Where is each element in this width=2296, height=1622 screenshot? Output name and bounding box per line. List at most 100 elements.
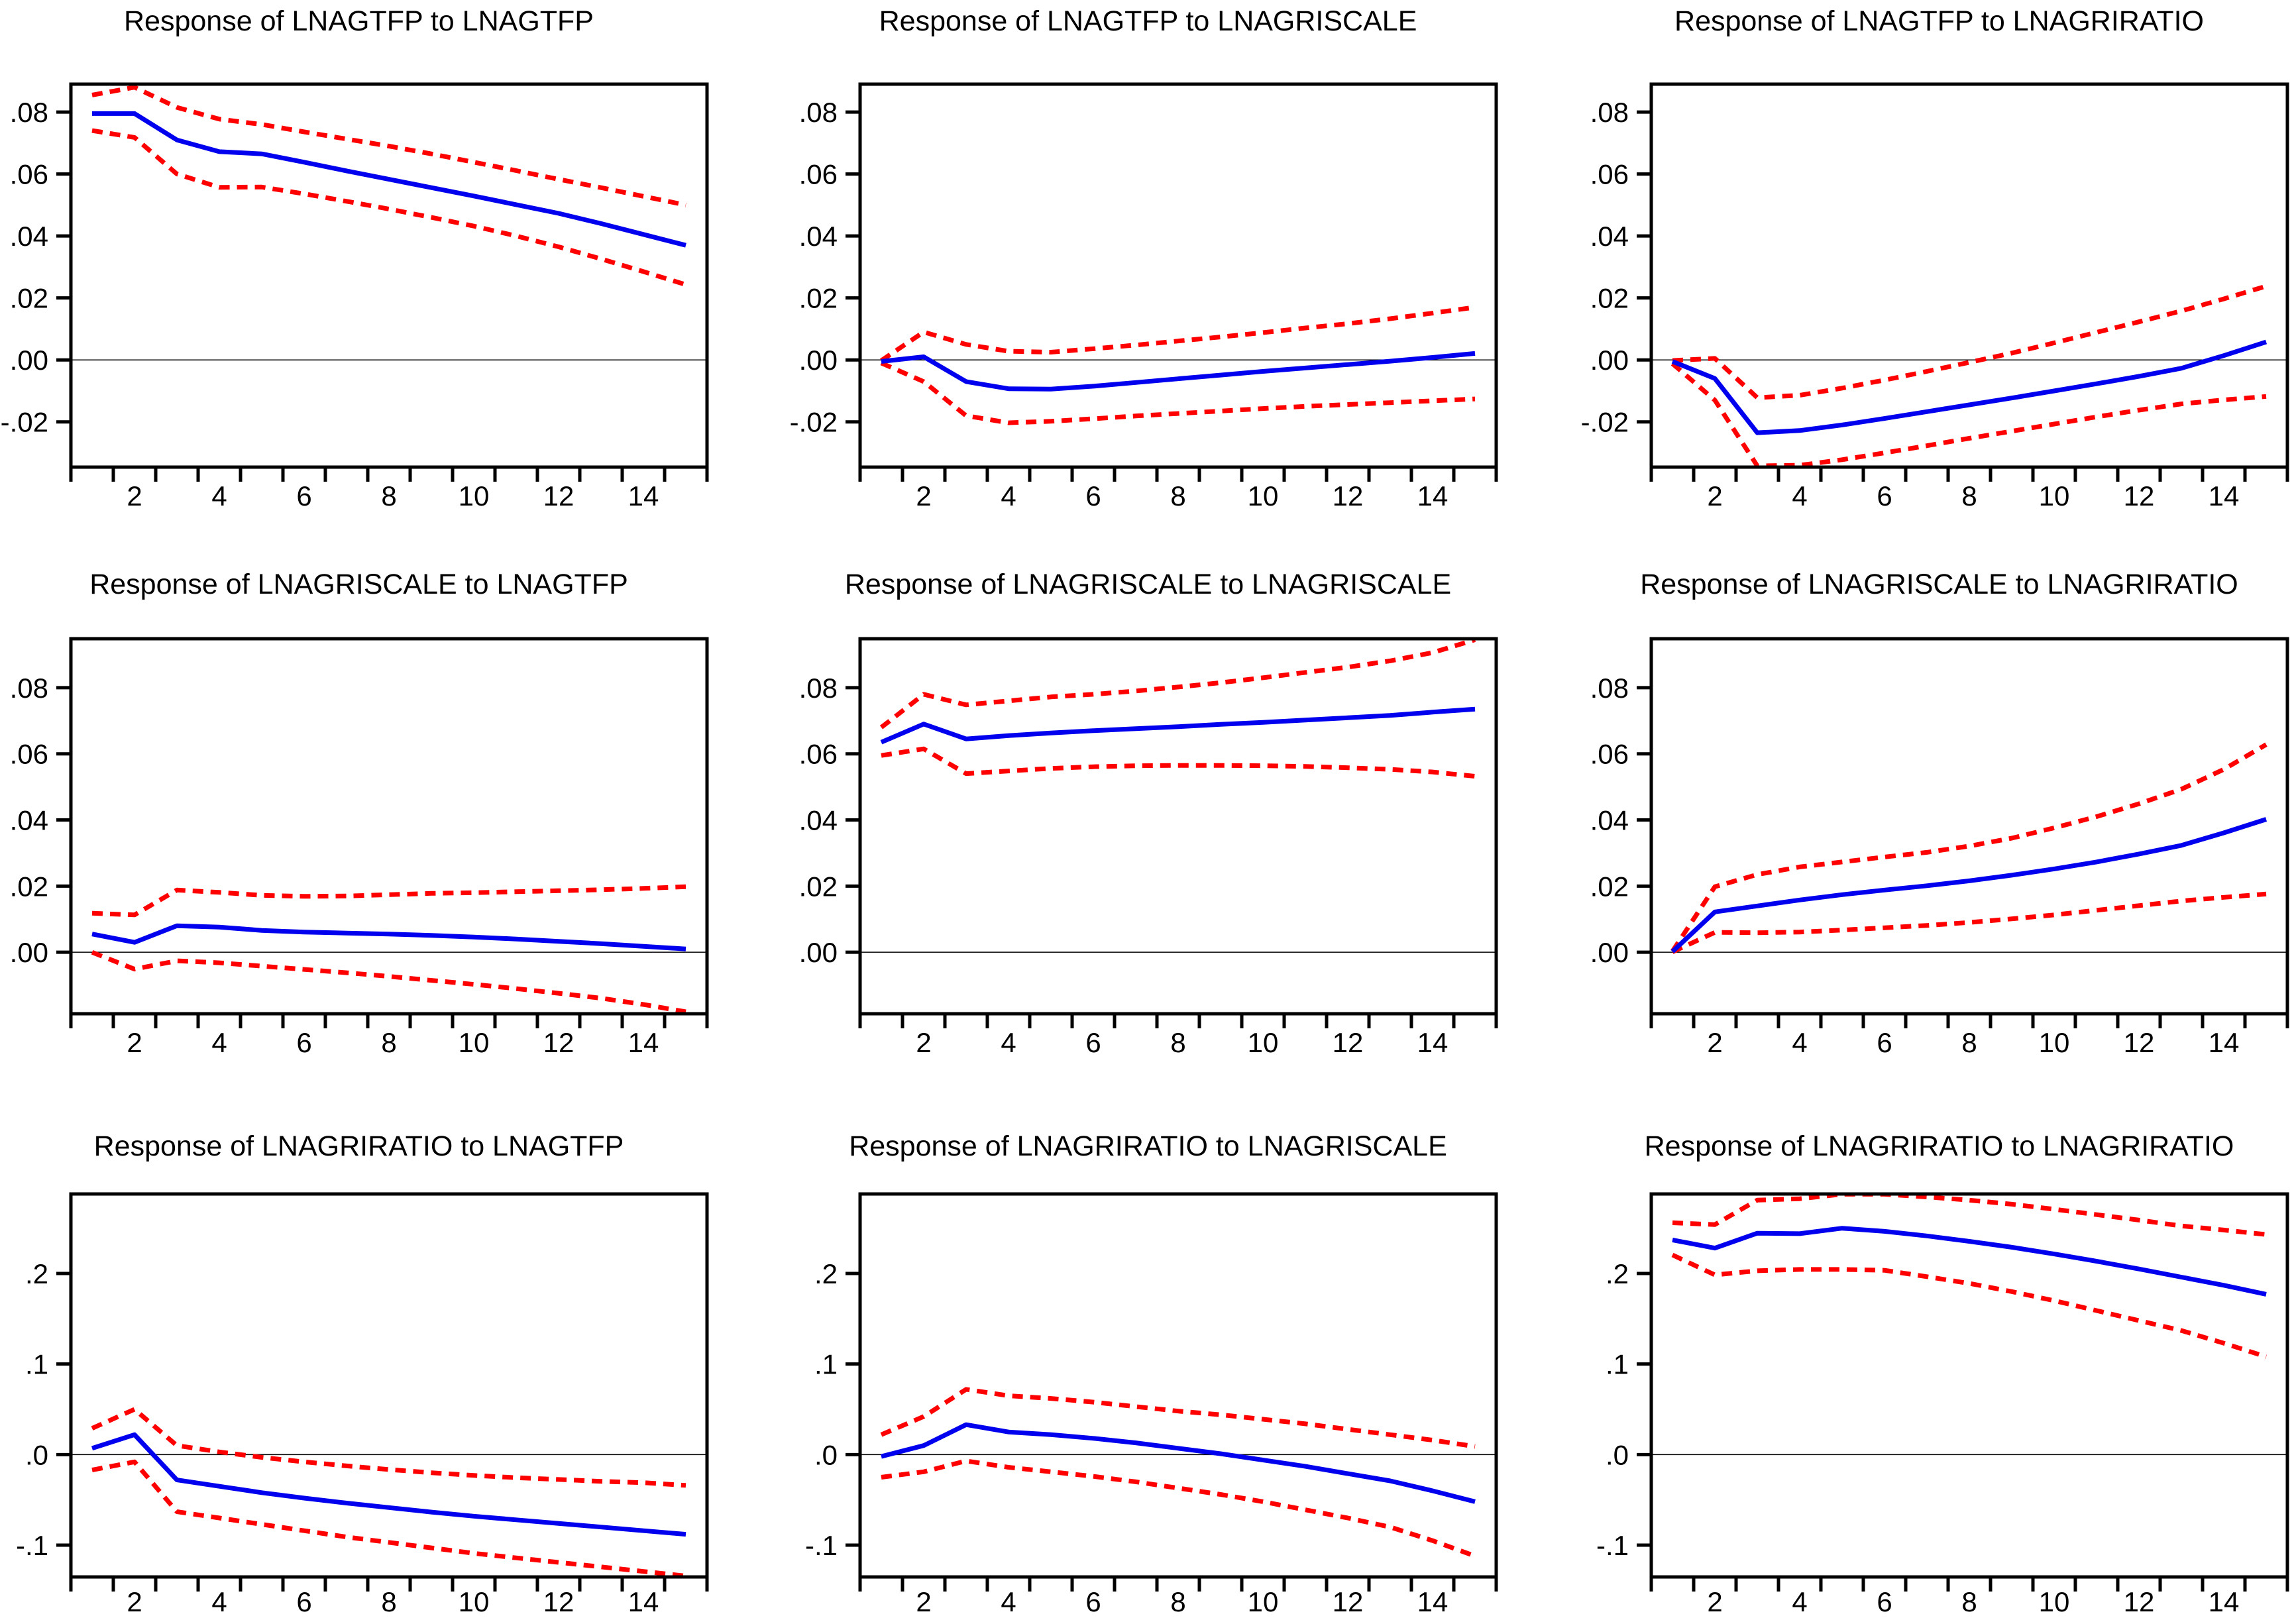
x-tick-label: 10 <box>2039 480 2070 512</box>
x-tick-label: 2 <box>916 1027 931 1058</box>
lower-band-line <box>91 128 687 287</box>
lower-band-line <box>881 746 1476 779</box>
y-tick-label: .1 <box>25 1349 48 1380</box>
x-tick-label: 14 <box>628 480 659 512</box>
x-tick-label: 4 <box>1001 480 1016 512</box>
panel-title: Response of LNAGRIRATIO to LNAGTFP <box>94 1130 624 1162</box>
upper-band-line <box>1672 1194 2267 1237</box>
x-tick-label: 12 <box>543 1586 574 1617</box>
plot-box <box>1649 637 2289 1016</box>
x-tick-label: 10 <box>1248 480 1279 512</box>
x-tick-label: 10 <box>459 480 490 512</box>
y-tick-label: .04 <box>799 221 838 252</box>
x-tick-label: 8 <box>1961 480 1977 512</box>
series-group <box>880 305 1476 425</box>
upper-band-line <box>91 85 686 207</box>
response-line <box>92 111 686 248</box>
x-tick-label: 14 <box>1417 480 1449 512</box>
y-tick-label: .06 <box>10 739 48 770</box>
x-tick-label: 10 <box>2039 1586 2070 1617</box>
x-tick-label: 8 <box>381 1586 396 1617</box>
irf-chart-svg: Response of LNAGRISCALE to LNAGTFP 2 4 6 8 10… <box>10 568 709 1058</box>
y-tick-label: -.1 <box>1596 1530 1629 1561</box>
y-tick-label: .2 <box>814 1258 838 1289</box>
upper-band-line <box>879 639 1476 730</box>
panel-title: Response of LNAGTFP to LNAGRIRATIO <box>1674 5 2204 37</box>
panel-title: Response of LNAGRISCALE to LNAGRISCALE <box>845 568 1451 600</box>
x-tick-label: 12 <box>1333 1586 1364 1617</box>
y-tick-label: .2 <box>25 1258 48 1289</box>
x-tick-label: 4 <box>1001 1027 1016 1058</box>
x-tick-label: 6 <box>1085 1027 1101 1058</box>
x-tick-label: 10 <box>459 1586 490 1617</box>
plot-box <box>1649 82 2289 469</box>
irf-panel: Response of LNAGRIRATIO to LNAGRIRATIO 2 4… <box>1531 1081 2296 1622</box>
y-tick-label: .04 <box>1590 805 1629 836</box>
response-line <box>1670 817 2268 953</box>
x-tick-label: 14 <box>1417 1586 1449 1617</box>
y-tick-label: -.1 <box>16 1530 48 1561</box>
x-tick-label: 12 <box>543 480 574 512</box>
series-group <box>880 1387 1476 1558</box>
x-tick-label: 12 <box>2124 480 2155 512</box>
series-group <box>1671 1194 2268 1360</box>
irf-chart-svg: Response of LNAGTFP to LNAGRISCALE 2 4 6 8 10… <box>790 5 1498 512</box>
x-tick-label: 8 <box>381 480 396 512</box>
x-tick-label: 8 <box>1961 1027 1977 1058</box>
series-group <box>1670 284 2268 467</box>
x-tick-label: 2 <box>916 1586 931 1617</box>
x-tick-label: 2 <box>1707 1027 1722 1058</box>
y-tick-label: .08 <box>10 97 48 128</box>
y-tick-label: .0 <box>1606 1439 1629 1470</box>
y-tick-label: .02 <box>10 283 48 314</box>
y-tick-label: .04 <box>799 805 838 836</box>
y-tick-label: .04 <box>1590 221 1629 252</box>
irf-panel: Response of LNAGTFP to LNAGTFP 2 4 6 8 10 12 14… <box>0 0 765 541</box>
y-tick-label: .06 <box>1590 159 1629 190</box>
y-tick-label: .02 <box>10 871 48 902</box>
irf-chart-svg: Response of LNAGTFP to LNAGTFP 2 4 6 8 10 12 14… <box>1 5 709 512</box>
x-tick-label: 10 <box>1248 1586 1279 1617</box>
y-tick-label: .2 <box>1606 1258 1629 1289</box>
irf-chart-svg: Response of LNAGTFP to LNAGRIRATIO 2 4 6 8 10… <box>1581 5 2289 512</box>
x-tick-label: 14 <box>2209 1027 2240 1058</box>
irf-chart-svg: Response of LNAGRIRATIO to LNAGRIRATIO 2 4… <box>1596 1130 2289 1617</box>
y-tick-label: .1 <box>814 1349 838 1380</box>
x-tick-label: 6 <box>1085 1586 1101 1617</box>
x-tick-label: 4 <box>211 1586 227 1617</box>
y-tick-label: .00 <box>1590 345 1629 376</box>
x-tick-label: 12 <box>1333 1027 1364 1058</box>
x-tick-label: 2 <box>916 480 931 512</box>
plot-box <box>69 637 709 1016</box>
x-tick-label: 14 <box>1417 1027 1449 1058</box>
x-tick-label: 4 <box>211 1027 227 1058</box>
y-tick-label: -.02 <box>1 407 48 438</box>
y-tick-label: .02 <box>799 871 838 902</box>
irf-chart-svg: Response of LNAGRIRATIO to LNAGTFP 2 4 6 8 10… <box>16 1130 709 1617</box>
irf-panel: Response of LNAGRISCALE to LNAGTFP 2 4 6 8 10… <box>0 541 765 1081</box>
x-tick-label: 10 <box>2039 1027 2070 1058</box>
plot-box <box>858 1192 1498 1579</box>
y-tick-label: .08 <box>1590 673 1629 704</box>
x-tick-label: 6 <box>296 1027 311 1058</box>
y-tick-label: .08 <box>799 673 838 704</box>
x-tick-label: 2 <box>127 1027 142 1058</box>
irf-chart-svg: Response of LNAGRIRATIO to LNAGRISCALE 2 4… <box>805 1130 1498 1617</box>
y-tick-label: .08 <box>1590 97 1629 128</box>
y-tick-label: .06 <box>799 739 838 770</box>
y-tick-label: .1 <box>1606 1349 1629 1380</box>
y-tick-label: .02 <box>799 283 838 314</box>
x-tick-label: 6 <box>1877 480 1892 512</box>
y-tick-label: -.02 <box>1581 407 1629 438</box>
y-tick-label: .0 <box>25 1439 48 1470</box>
x-tick-label: 2 <box>127 1586 142 1617</box>
x-tick-label: 4 <box>1792 480 1807 512</box>
y-tick-label: .02 <box>1590 871 1629 902</box>
x-tick-label: 6 <box>1877 1027 1892 1058</box>
y-tick-label: .06 <box>799 159 838 190</box>
x-tick-label: 14 <box>2209 480 2240 512</box>
plot-box <box>858 637 1498 1016</box>
y-tick-label: .00 <box>799 937 838 968</box>
panel-title: Response of LNAGRIRATIO to LNAGRISCALE <box>849 1130 1447 1162</box>
y-tick-label: .06 <box>1590 739 1629 770</box>
